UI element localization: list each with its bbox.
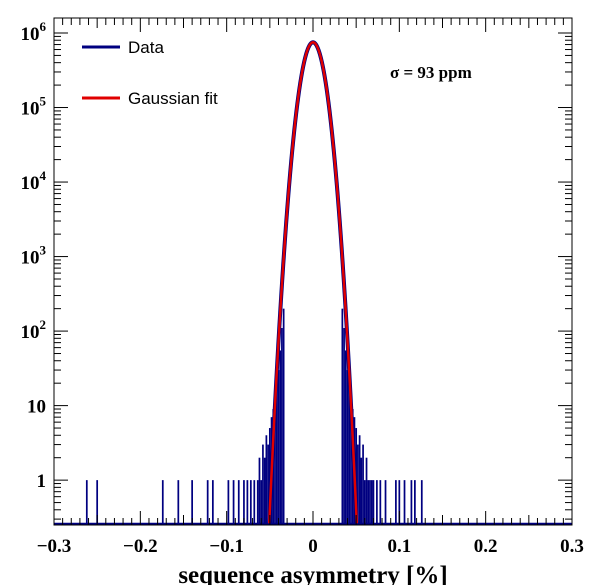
legend-label-fit: Gaussian fit — [128, 89, 218, 108]
x-tick-label-1: −0.2 — [123, 536, 158, 557]
data-bin-33 — [346, 370, 349, 525]
fit-curve — [267, 41, 359, 524]
data-bin-18 — [263, 457, 266, 525]
data-bin-13 — [253, 480, 256, 525]
data-bin-26 — [277, 370, 280, 525]
y-tick-labels: 1 10 102 103 104 105 106 — [21, 19, 47, 492]
data-bin-24 — [274, 399, 276, 525]
data-bin-48 — [372, 480, 375, 525]
data-bin-27 — [279, 350, 282, 525]
data-bin-4 — [191, 480, 193, 525]
y-tick-label-0: 1 — [37, 471, 47, 492]
data-bin-2 — [161, 480, 164, 525]
data-bin-1 — [96, 480, 99, 525]
data-bin-44 — [365, 457, 368, 525]
x-tick-label-3: 0 — [308, 536, 318, 557]
data-bin-11 — [246, 480, 249, 525]
data-bin-6 — [211, 480, 214, 525]
x-tick-label-5: 0.2 — [474, 536, 498, 557]
data-bin-54 — [403, 480, 406, 525]
y-tick-label-5: 105 — [21, 94, 47, 120]
data-bin-46 — [369, 480, 371, 525]
data-bin-47 — [370, 480, 373, 525]
data-bin-20 — [267, 444, 269, 525]
data-bin-57 — [420, 480, 423, 525]
data-bin-35 — [350, 399, 352, 525]
y-tick-label-3: 103 — [21, 243, 47, 269]
data-bin-0 — [85, 480, 88, 525]
data-bin-56 — [414, 480, 416, 525]
data-bin-7 — [227, 480, 230, 525]
sigma-annotation: σ = 93 ppm — [390, 63, 472, 82]
y-tick-label-4: 104 — [21, 168, 47, 194]
data-bin-53 — [398, 480, 401, 525]
data-bin-12 — [249, 480, 252, 525]
data-bin-43 — [363, 480, 366, 525]
data-bin-30 — [341, 308, 344, 525]
tick-layer — [53, 18, 573, 525]
data-bin-40 — [358, 435, 361, 525]
data-bin-28 — [281, 328, 283, 525]
data-bin-15 — [258, 457, 261, 525]
data-bin-25 — [275, 386, 278, 525]
data-bin-8 — [232, 480, 235, 525]
data-bin-41 — [360, 457, 363, 525]
data-bin-16 — [260, 480, 263, 525]
data-bin-14 — [256, 480, 259, 525]
data-bin-51 — [384, 480, 387, 525]
data-bin-50 — [379, 480, 382, 525]
y-tick-label-1: 10 — [27, 397, 46, 418]
data-bin-55 — [410, 480, 413, 525]
data-bin-5 — [206, 480, 209, 525]
data-bin-10 — [243, 480, 245, 525]
data-bin-9 — [237, 480, 240, 525]
data-bin-52 — [395, 480, 397, 525]
data-bin-17 — [262, 444, 264, 525]
data-bin-49 — [376, 480, 378, 525]
data-bin-3 — [177, 480, 180, 525]
legend-label-data: Data — [128, 38, 164, 57]
plot-background — [54, 18, 572, 525]
data-bin-39 — [357, 444, 359, 525]
data-bin-29 — [282, 308, 285, 525]
legend: Data Gaussian fit — [82, 38, 218, 108]
x-tick-labels: −0.3 −0.2 −0.1 0 0.1 0.2 0.3 — [37, 536, 584, 557]
y-tick-label-2: 102 — [21, 317, 47, 343]
fit-layer — [267, 40, 359, 524]
data-bin-32 — [344, 350, 347, 525]
data-bin-34 — [348, 386, 351, 525]
x-axis-title: sequence asymmetry [%] — [178, 562, 447, 585]
data-bin-31 — [343, 328, 345, 525]
x-tick-label-0: −0.3 — [37, 536, 72, 557]
y-tick-label-6: 106 — [21, 19, 47, 45]
data-bin-45 — [367, 480, 370, 525]
x-tick-label-6: 0.3 — [560, 536, 584, 557]
x-tick-label-4: 0.1 — [387, 536, 411, 557]
data-bin-19 — [265, 435, 268, 525]
x-tick-label-2: −0.1 — [209, 536, 244, 557]
data-bin-42 — [362, 444, 364, 525]
